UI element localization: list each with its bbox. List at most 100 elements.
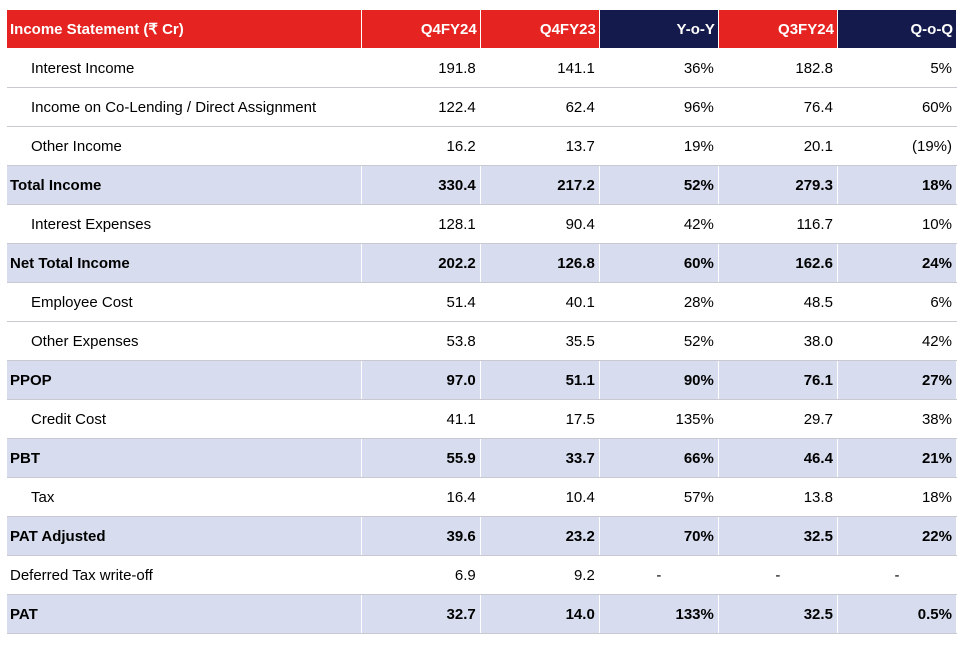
cell-value: 90.4	[480, 204, 600, 244]
cell-value: 22%	[837, 516, 958, 556]
table-row: PBT 55.9 33.7 66% 46.4 21%	[7, 438, 958, 478]
cell-value: 16.2	[361, 126, 481, 166]
row-label: Total Income	[7, 165, 362, 205]
cell-value: 52%	[599, 165, 719, 205]
cell-value: 28%	[599, 282, 719, 322]
cell-value: 18%	[837, 477, 958, 517]
row-label: Deferred Tax write-off	[7, 555, 362, 595]
cell-value: 60%	[599, 243, 719, 283]
cell-value: 32.5	[718, 594, 838, 634]
header-q4fy24: Q4FY24	[361, 10, 481, 49]
header-q4fy23: Q4FY23	[480, 10, 600, 49]
table-row: Deferred Tax write-off 6.9 9.2- - -	[7, 555, 958, 595]
cell-value: 135%	[599, 399, 719, 439]
header-qoq: Q-o-Q	[837, 10, 958, 49]
cell-value: 18%	[837, 165, 958, 205]
cell-value: -	[599, 555, 719, 595]
cell-value: 76.4	[718, 87, 838, 127]
row-label: Employee Cost	[7, 282, 362, 322]
row-label: PAT	[7, 594, 362, 634]
cell-value: 16.4	[361, 477, 481, 517]
header-q3fy24: Q3FY24	[718, 10, 838, 49]
table-row: Interest Expenses 128.1 90.4 42% 116.7 10%	[7, 204, 958, 244]
cell-value: 21%	[837, 438, 958, 478]
cell-value: 122.4	[361, 87, 481, 127]
cell-value: (19%)	[837, 126, 958, 166]
cell-value: 53.8	[361, 321, 481, 361]
cell-value: 133%	[599, 594, 719, 634]
row-label: PPOP	[7, 360, 362, 400]
cell-value: 29.7	[718, 399, 838, 439]
table-row: Total Income 330.4 217.2 52% 279.3 18%	[7, 165, 958, 205]
table-row: PAT 32.7 14.0 133% 32.5 0.5%	[7, 594, 958, 634]
cell-value: -	[718, 555, 838, 595]
cell-value: 46.4	[718, 438, 838, 478]
cell-value: 141.1	[480, 48, 600, 88]
cell-value: 76.1	[718, 360, 838, 400]
cell-value: 97.0	[361, 360, 481, 400]
table-row: Interest Income 191.8 141.1 36% 182.8 5%	[7, 48, 958, 88]
cell-value: 35.5	[480, 321, 600, 361]
cell-value: 62.4	[480, 87, 600, 127]
table-row: Net Total Income 202.2 126.8 60% 162.6 24%	[7, 243, 958, 283]
table-row: Other Expenses 53.8 35.5 52% 38.0 42%	[7, 321, 958, 361]
cell-value: 42%	[837, 321, 958, 361]
cell-value: 66%	[599, 438, 719, 478]
cell-value: 70%	[599, 516, 719, 556]
cell-value: 55.9	[361, 438, 481, 478]
cell-value: 32.5	[718, 516, 838, 556]
table-row: Other Income 16.2 13.7 19% 20.1 (19%)	[7, 126, 958, 166]
row-label: Net Total Income	[7, 243, 362, 283]
cell-value: 40.1	[480, 282, 600, 322]
cell-value: 36%	[599, 48, 719, 88]
cell-value: 17.5	[480, 399, 600, 439]
row-label: Income on Co-Lending / Direct Assignment	[7, 87, 362, 127]
table-row: PPOP 97.0 51.1 90% 76.1 27%	[7, 360, 958, 400]
cell-value: 13.7	[480, 126, 600, 166]
cell-value: 6.9	[361, 555, 481, 595]
header-yoy: Y-o-Y	[599, 10, 719, 49]
cell-value: 39.6	[361, 516, 481, 556]
cell-value: 10.4	[480, 477, 600, 517]
header-income-statement: Income Statement (₹ Cr)	[7, 10, 362, 49]
cell-value: 14.0	[480, 594, 600, 634]
table-body: Interest Income 191.8 141.1 36% 182.8 5% Incom…	[7, 48, 958, 634]
cell-value: 9.2	[480, 555, 600, 595]
cell-value: 24%	[837, 243, 958, 283]
cell-value: 51.1	[480, 360, 600, 400]
cell-value: 52%	[599, 321, 719, 361]
cell-value: -	[837, 555, 958, 595]
cell-value: 38%	[837, 399, 958, 439]
row-label: Interest Income	[7, 48, 362, 88]
cell-value: 217.2	[480, 165, 600, 205]
table-header-row: Income Statement (₹ Cr) Q4FY24 Q4FY23 Y-…	[7, 10, 958, 49]
cell-value: 90%	[599, 360, 719, 400]
row-label: PAT Adjusted	[7, 516, 362, 556]
table-row: Tax 16.4 10.4 57% 13.8 18%	[7, 477, 958, 517]
cell-value: 33.7	[480, 438, 600, 478]
table-row: Employee Cost 51.4 40.1 28% 48.5 6%	[7, 282, 958, 322]
cell-value: 0.5%	[837, 594, 958, 634]
cell-value: 13.8	[718, 477, 838, 517]
cell-value: 279.3	[718, 165, 838, 205]
row-label: Other Expenses	[7, 321, 362, 361]
row-label: Other Income	[7, 126, 362, 166]
cell-value: 48.5	[718, 282, 838, 322]
cell-value: 202.2	[361, 243, 481, 283]
cell-value: 126.8	[480, 243, 600, 283]
cell-value: 330.4	[361, 165, 481, 205]
cell-value: 38.0	[718, 321, 838, 361]
cell-value: 182.8	[718, 48, 838, 88]
row-label: PBT	[7, 438, 362, 478]
table-row: Income on Co-Lending / Direct Assignment…	[7, 87, 958, 127]
row-label: Credit Cost	[7, 399, 362, 439]
income-statement: Income Statement (₹ Cr) Q4FY24 Q4FY23 Y-…	[7, 10, 958, 634]
cell-value: 10%	[837, 204, 958, 244]
row-label: Tax	[7, 477, 362, 517]
cell-value: 191.8	[361, 48, 481, 88]
cell-value: 5%	[837, 48, 958, 88]
cell-value: 41.1	[361, 399, 481, 439]
row-label: Interest Expenses	[7, 204, 362, 244]
table-row: Credit Cost 41.1 17.5 135% 29.7 38%	[7, 399, 958, 439]
cell-value: 162.6	[718, 243, 838, 283]
